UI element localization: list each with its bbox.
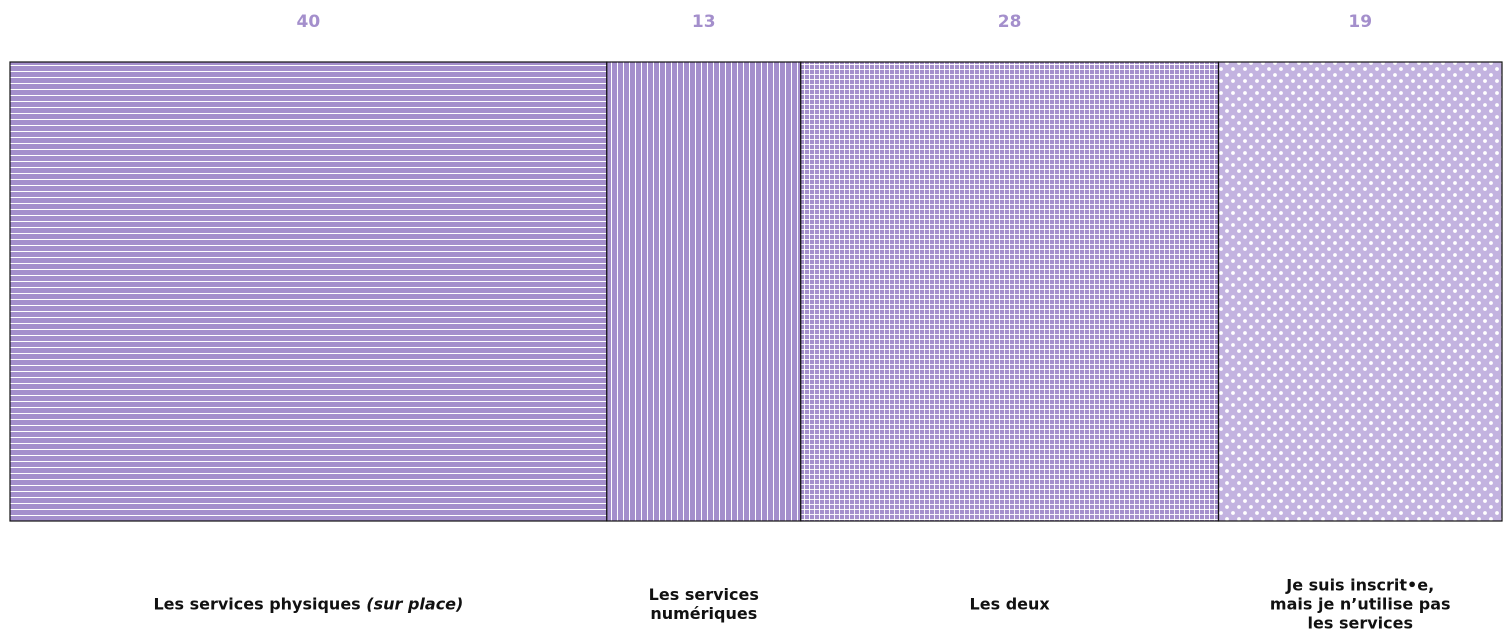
bar-segment bbox=[1217, 61, 1503, 522]
value-label: 13 bbox=[691, 12, 716, 32]
value-label: 19 bbox=[1348, 12, 1373, 32]
category-label: Je suis inscrit•e, mais je n’utilise pas… bbox=[1269, 575, 1451, 633]
value-label: 28 bbox=[997, 12, 1022, 32]
bar-segment bbox=[9, 61, 608, 522]
value-label: 40 bbox=[296, 12, 321, 32]
bar-segment bbox=[800, 61, 1220, 522]
category-label: Les services numériques bbox=[648, 585, 759, 623]
bar-segment bbox=[606, 61, 802, 522]
category-label: Les services physiques (sur place) bbox=[153, 594, 464, 614]
category-label: Les deux bbox=[969, 594, 1050, 614]
